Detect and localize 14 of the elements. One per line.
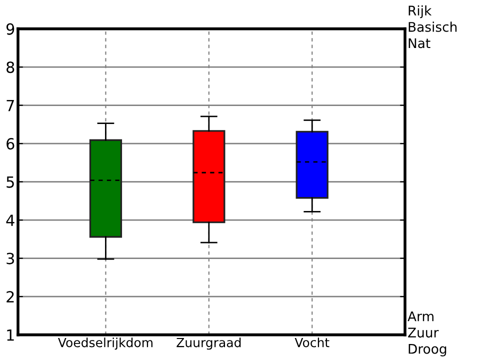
y-tick-label: 1 — [7, 329, 14, 341]
y-tick-label: 6 — [6, 138, 14, 150]
text: Arm Zuur Droog — [408, 311, 446, 356]
y-tick-label: 8 — [6, 62, 14, 74]
y-tick-label: 2 — [6, 291, 14, 302]
x-tick-label: Voedselrijkdom — [58, 338, 152, 350]
x-tick-label: Zuurgraad — [176, 338, 241, 350]
y-tick-label: 3 — [6, 252, 14, 264]
y-tick-label: 5 — [6, 176, 14, 188]
x-tick-label: Vocht — [294, 338, 330, 348]
text: Rijk Basisch Nat — [408, 5, 457, 48]
y-tick-label: 7 — [6, 100, 14, 112]
y-tick-label: 9 — [6, 23, 14, 35]
y-tick-label: 4 — [6, 214, 14, 226]
